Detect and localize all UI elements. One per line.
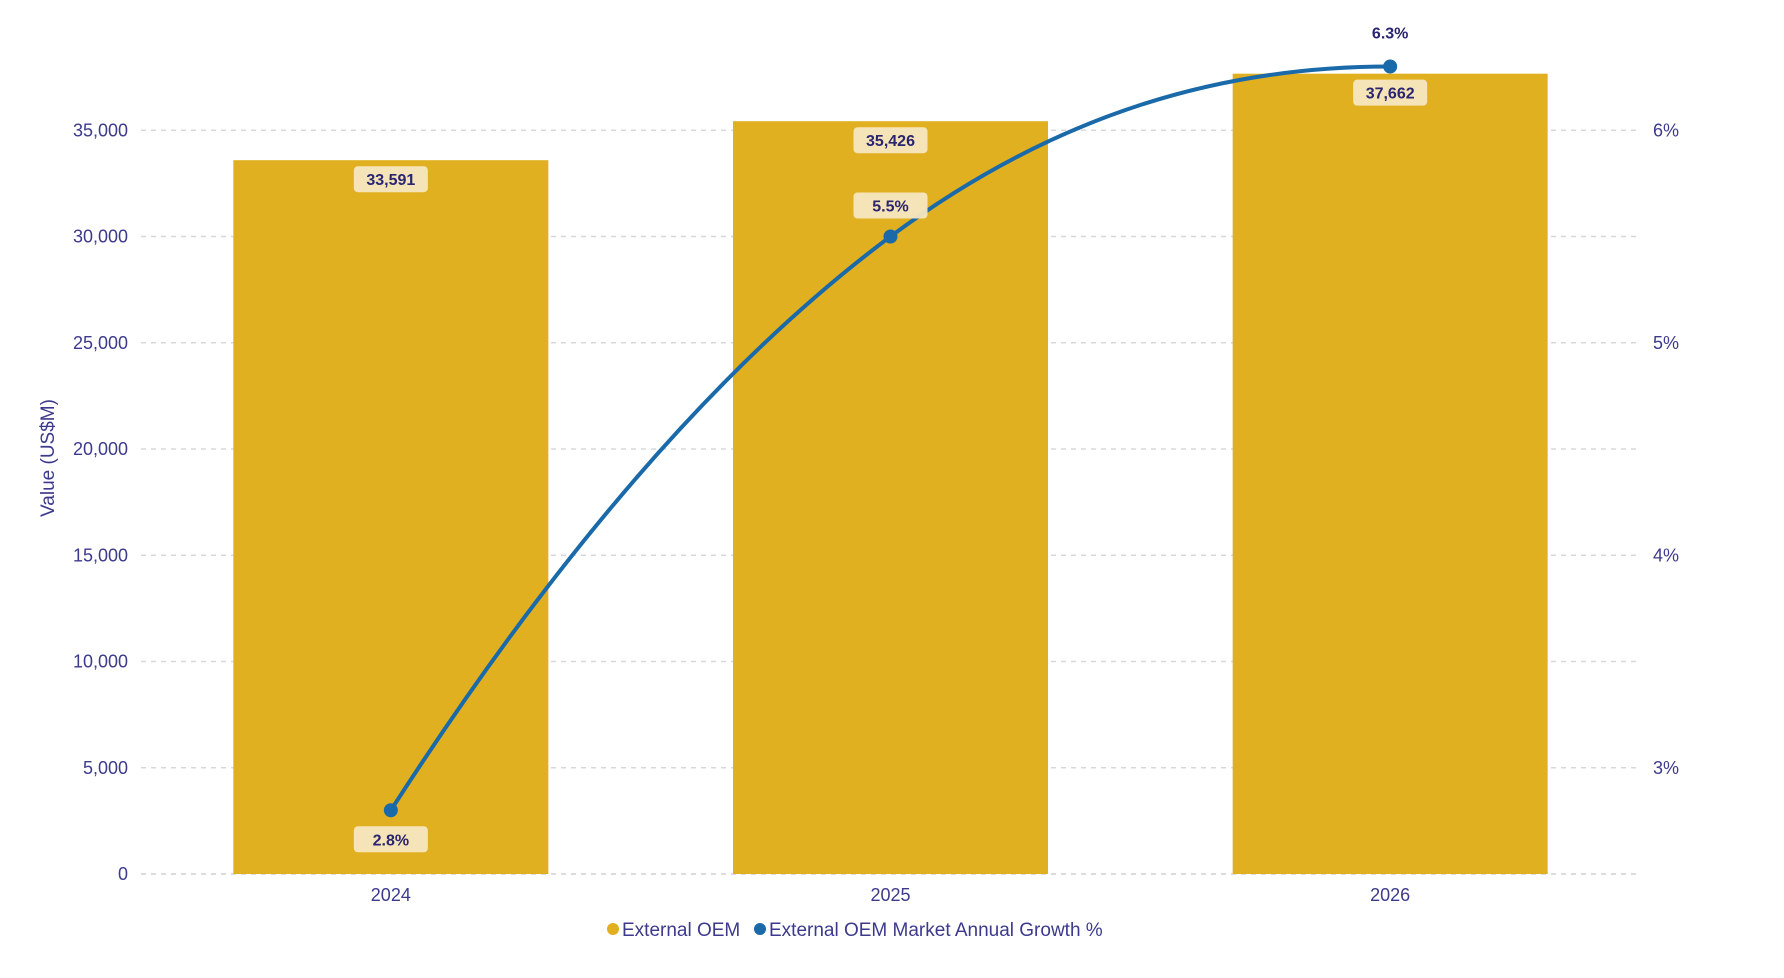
growth-value-label-bg <box>853 192 928 219</box>
bar-value-label: 37,662 <box>1366 86 1415 103</box>
x-tick-label: 2024 <box>371 885 411 905</box>
y-tick-label: 20,000 <box>73 439 128 459</box>
growth-value-label-bg <box>353 826 428 853</box>
y-axis-title: Value (US$M) <box>38 399 59 517</box>
y-tick-label: 15,000 <box>73 545 128 565</box>
bar-value-label: 33,591 <box>366 172 415 189</box>
y2-tick-label: 4% <box>1653 545 1679 565</box>
legend-marker-external-oem <box>607 923 619 935</box>
legend-label-external-oem: External OEM <box>622 920 740 941</box>
y-tick-label: 10,000 <box>73 652 128 672</box>
y-tick-label: 0 <box>118 864 128 884</box>
growth-value-label: 6.3% <box>1372 26 1408 43</box>
bar-value-label-bg <box>853 127 928 154</box>
bar-2025 <box>733 121 1048 874</box>
left-axis-ticks: 0 5,000 10,000 15,000 20,000 25,000 30,000 35,0… <box>73 120 128 884</box>
right-axis-ticks: 3% 4% 5% 6% <box>1653 120 1679 778</box>
bar-value-label-bg <box>353 166 428 193</box>
growth-line-path <box>389 64 1391 812</box>
growth-value-label: 5.5% <box>872 199 908 216</box>
bar-2026 <box>1232 73 1548 875</box>
y-tick-label: 30,000 <box>73 227 128 247</box>
legend-marker-growth <box>754 923 766 935</box>
y2-tick-label: 6% <box>1653 120 1679 140</box>
y-tick-label: 25,000 <box>73 333 128 353</box>
y2-tick-label: 5% <box>1653 333 1679 353</box>
growth-line <box>383 59 1398 818</box>
y2-tick-label: 3% <box>1653 758 1679 778</box>
growth-point-2025 <box>883 229 898 244</box>
bar-value-label: 35,426 <box>866 133 915 150</box>
data-labels: 33,591 35,426 37,662 2.8% 5.5% 6.3% <box>353 26 1428 853</box>
bar-2024 <box>233 160 549 874</box>
growth-point-2026 <box>1383 59 1398 74</box>
y-tick-label: 35,000 <box>73 120 128 140</box>
bars <box>233 73 1548 875</box>
bar-value-label-bg <box>1353 79 1428 106</box>
legend-label-growth: External OEM Market Annual Growth % <box>769 920 1103 941</box>
x-tick-label: 2025 <box>870 885 910 905</box>
x-axis-ticks: 2024 2025 2026 <box>371 885 1410 905</box>
x-tick-label: 2026 <box>1370 885 1410 905</box>
growth-point-2024 <box>383 803 398 818</box>
growth-value-label: 2.8% <box>373 832 409 849</box>
legend: External OEM External OEM Market Annual G… <box>607 920 1103 941</box>
y-tick-label: 5,000 <box>83 758 128 778</box>
